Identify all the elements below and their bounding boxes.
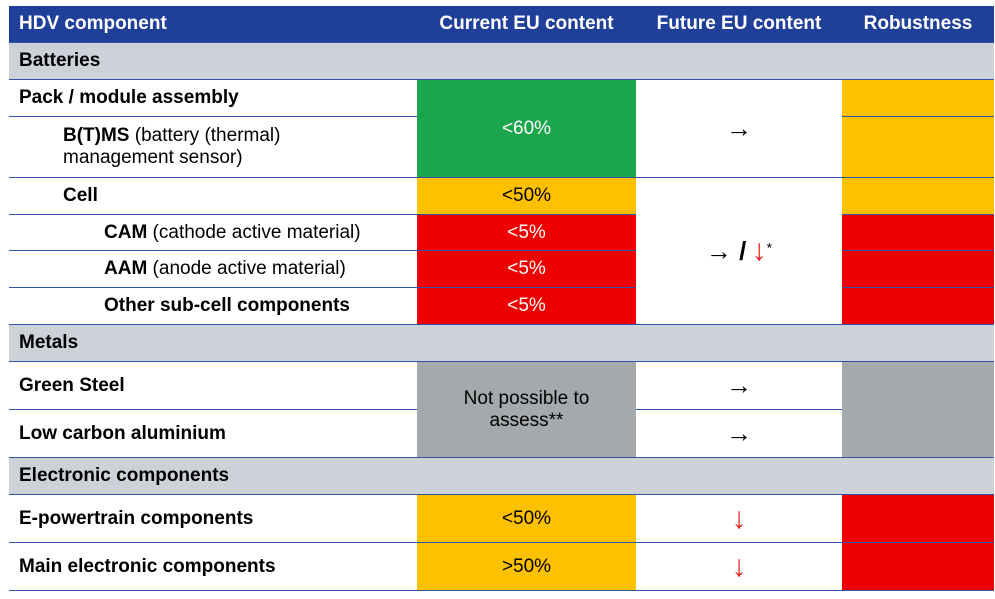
robustness-aam xyxy=(842,250,994,288)
btms-label-line2: management sensor) xyxy=(63,147,243,168)
metals-current-line1: Not possible to xyxy=(463,387,590,409)
table-row-alu: Low carbon aluminium → xyxy=(9,409,994,458)
other-label: Other sub-cell components xyxy=(104,295,350,316)
future-cell-group-down-arrow: ↓ xyxy=(751,234,767,267)
table-row-mainelec: Main electronic components >50% ↓ xyxy=(9,542,994,591)
aam-label-rest: (anode active material) xyxy=(147,258,346,279)
robustness-pack xyxy=(842,79,994,117)
header-robustness: Robustness xyxy=(842,6,994,43)
current-epower: <50% xyxy=(417,494,636,543)
future-pack-btms-arrow: → xyxy=(636,79,842,178)
epower-label: E-powertrain components xyxy=(19,507,254,529)
header-current-eu-content: Current EU content xyxy=(417,6,636,43)
future-mainelec-down-arrow: ↓ xyxy=(636,542,842,591)
current-cell: <50% xyxy=(417,177,636,215)
metals-current-line2: assess** xyxy=(489,409,564,431)
row-label-cell: Cell xyxy=(9,177,417,215)
hdv-component-table: HDV component Current EU content Future … xyxy=(9,6,994,591)
section-batteries: Batteries xyxy=(9,42,994,80)
table-row-epower: E-powertrain components <50% ↓ xyxy=(9,494,994,543)
table-row-aam: AAM (anode active material) <5% xyxy=(9,250,994,288)
section-electronics: Electronic components xyxy=(9,457,994,495)
aam-label-bold: AAM xyxy=(104,258,148,279)
future-cell-group-asterisk: * xyxy=(766,239,773,256)
future-cell-group: → / ↓* xyxy=(636,177,842,325)
row-label-pack: Pack / module assembly xyxy=(9,79,417,117)
steel-label: Green Steel xyxy=(19,374,125,396)
section-row-batteries: Batteries xyxy=(9,42,994,80)
current-aam: <5% xyxy=(417,250,636,288)
future-alu-arrow: → xyxy=(636,409,842,458)
alu-label: Low carbon aluminium xyxy=(19,422,226,444)
row-label-btms: B(T)MS (battery (thermal) management sen… xyxy=(9,116,417,178)
section-metals: Metals xyxy=(9,324,994,362)
future-steel-arrow: → xyxy=(636,361,842,410)
section-row-metals: Metals xyxy=(9,324,994,362)
current-cam: <5% xyxy=(417,214,636,251)
current-mainelec: >50% xyxy=(417,542,636,591)
header-future-eu-content: Future EU content xyxy=(636,6,842,43)
table-row-steel: Green Steel Not possible to assess** → xyxy=(9,361,994,458)
row-label-epower: E-powertrain components xyxy=(9,494,417,543)
row-label-alu: Low carbon aluminium xyxy=(9,409,417,458)
row-label-aam: AAM (anode active material) xyxy=(9,250,417,288)
cam-label-rest: (cathode active material) xyxy=(147,221,361,243)
table-row-cell: Cell <50% → / ↓* xyxy=(9,177,994,325)
current-metals: Not possible to assess** xyxy=(417,361,636,458)
header-hdv-component: HDV component xyxy=(9,6,417,43)
btms-label-rest: (battery (thermal) xyxy=(129,125,281,146)
row-label-mainelec: Main electronic components xyxy=(9,542,417,591)
robustness-epower xyxy=(842,494,994,543)
current-other: <5% xyxy=(417,287,636,325)
row-label-cam: CAM (cathode active material) xyxy=(9,214,417,251)
current-pack-btms: <60% xyxy=(417,79,636,178)
robustness-metals xyxy=(842,361,994,458)
robustness-cam xyxy=(842,214,994,251)
cam-label-bold: CAM xyxy=(104,221,148,243)
future-cell-group-arrow: → / xyxy=(705,236,747,266)
robustness-cell xyxy=(842,177,994,215)
row-label-steel: Green Steel xyxy=(9,361,417,410)
table-row-other: Other sub-cell components <5% xyxy=(9,287,994,325)
robustness-btms xyxy=(842,116,994,178)
row-label-other: Other sub-cell components xyxy=(9,287,417,325)
btms-label-bold: B(T)MS xyxy=(63,125,130,146)
robustness-mainelec xyxy=(842,542,994,591)
section-row-electronics: Electronic components xyxy=(9,457,994,495)
table-row-btms: B(T)MS (battery (thermal) management sen… xyxy=(9,116,994,178)
pack-label: Pack / module assembly xyxy=(19,87,239,108)
robustness-other xyxy=(842,287,994,325)
cell-label: Cell xyxy=(63,185,98,206)
header-row: HDV component Current EU content Future … xyxy=(9,6,994,43)
table-row-pack: Pack / module assembly <60% → xyxy=(9,79,994,178)
mainelec-label: Main electronic components xyxy=(19,555,276,577)
table-row-cam: CAM (cathode active material) <5% xyxy=(9,214,994,251)
future-epower-down-arrow: ↓ xyxy=(636,494,842,543)
